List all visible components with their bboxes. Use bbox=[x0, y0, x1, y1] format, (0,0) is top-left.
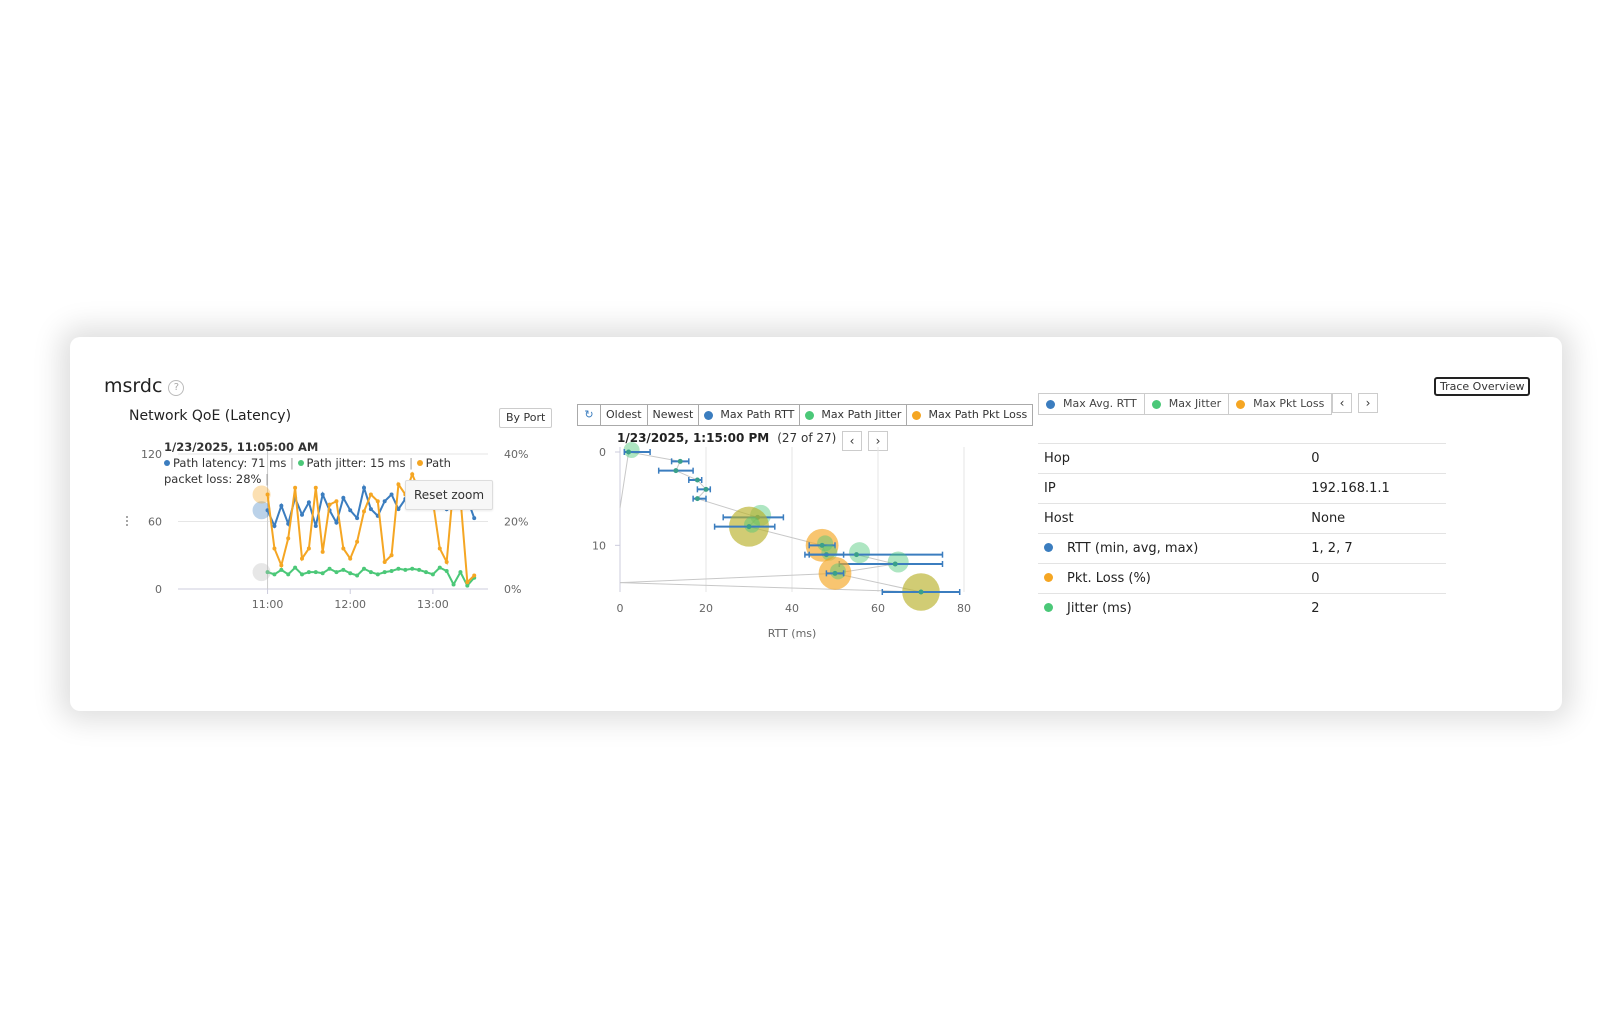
x-tick-label: 20 bbox=[699, 602, 713, 615]
hop-next-button[interactable]: › bbox=[1358, 393, 1378, 413]
row-label-with-icon: RTT (min, avg, max) bbox=[1038, 534, 1307, 564]
row-label: Hop bbox=[1038, 444, 1307, 474]
row-value: 0 bbox=[1307, 444, 1446, 474]
trace-path-line bbox=[620, 583, 921, 592]
trace-path-line bbox=[620, 452, 921, 592]
rtt-avg-point bbox=[673, 468, 678, 473]
y-tick-label: 0 bbox=[599, 446, 606, 459]
row-label-with-icon: Jitter (ms) bbox=[1038, 594, 1307, 624]
row-value: 2 bbox=[1307, 594, 1446, 624]
row-label: Host bbox=[1038, 504, 1307, 534]
rtt-avg-point bbox=[919, 590, 924, 595]
jitter-bubble bbox=[849, 542, 870, 563]
table-row: IP 192.168.1.1 bbox=[1038, 474, 1446, 504]
table-row: Host None bbox=[1038, 504, 1446, 534]
row-label: Pkt. Loss (%) bbox=[1067, 571, 1151, 586]
row-value: 0 bbox=[1307, 564, 1446, 594]
x-tick-label: 0 bbox=[617, 602, 624, 615]
rtt-avg-point bbox=[747, 524, 752, 529]
hop-details-table: Hop 0 IP 192.168.1.1 Host None RTT (min,… bbox=[1038, 443, 1446, 623]
x-tick-label: 40 bbox=[785, 602, 799, 615]
jitter-bubble bbox=[624, 442, 640, 458]
table-row: RTT (min, avg, max) 1, 2, 7 bbox=[1038, 534, 1446, 564]
loss-dot-icon bbox=[1236, 400, 1245, 409]
rtt-avg-point bbox=[893, 562, 898, 567]
row-value: 192.168.1.1 bbox=[1307, 474, 1446, 504]
loss-dot-icon bbox=[1044, 573, 1053, 582]
rtt-avg-point bbox=[833, 571, 838, 576]
legend-label: Max Avg. RTT bbox=[1063, 394, 1137, 414]
hop-prev-button[interactable]: ‹ bbox=[1332, 393, 1352, 413]
legend-max-pkt-loss[interactable]: Max Pkt Loss bbox=[1228, 394, 1331, 414]
trace-path-line bbox=[620, 573, 835, 582]
rtt-avg-point bbox=[854, 552, 859, 557]
legend-label: Max Pkt Loss bbox=[1253, 394, 1324, 414]
legend-max-avg-rtt[interactable]: Max Avg. RTT bbox=[1039, 394, 1144, 414]
table-row: Jitter (ms) 2 bbox=[1038, 594, 1446, 624]
chevron-left-icon: ‹ bbox=[1340, 396, 1345, 410]
row-label: Jitter (ms) bbox=[1067, 601, 1132, 616]
table-row: Pkt. Loss (%) 0 bbox=[1038, 564, 1446, 594]
rtt-avg-point bbox=[626, 450, 631, 455]
x-axis-label: RTT (ms) bbox=[768, 627, 817, 640]
jitter-dot-icon bbox=[1044, 603, 1053, 612]
chevron-right-icon: › bbox=[1366, 396, 1371, 410]
rtt-avg-point bbox=[695, 496, 700, 501]
x-tick-label: 80 bbox=[957, 602, 971, 615]
jitter-bubble bbox=[888, 552, 909, 573]
rtt-dot-icon bbox=[1044, 543, 1053, 552]
table-row: Hop 0 bbox=[1038, 444, 1446, 474]
rtt-dot-icon bbox=[1046, 400, 1055, 409]
x-tick-label: 60 bbox=[871, 602, 885, 615]
row-value: None bbox=[1307, 504, 1446, 534]
jitter-dot-icon bbox=[1152, 400, 1161, 409]
legend-label: Max Jitter bbox=[1169, 394, 1221, 414]
y-tick-label: 10 bbox=[592, 539, 606, 552]
rtt-avg-point bbox=[678, 459, 683, 464]
row-label: RTT (min, avg, max) bbox=[1067, 541, 1198, 556]
jitter-bubble bbox=[744, 517, 760, 533]
trace-card: msrdc ? Trace Overview Network QoE (Late… bbox=[70, 337, 1562, 711]
row-value: 1, 2, 7 bbox=[1307, 534, 1446, 564]
rtt-avg-point bbox=[704, 487, 709, 492]
hop-toolbar: Max Avg. RTT Max Jitter Max Pkt Loss bbox=[1038, 393, 1332, 415]
legend-max-jitter[interactable]: Max Jitter bbox=[1144, 394, 1228, 414]
row-label: IP bbox=[1038, 474, 1307, 504]
rtt-avg-point bbox=[695, 478, 700, 483]
row-label-with-icon: Pkt. Loss (%) bbox=[1038, 564, 1307, 594]
